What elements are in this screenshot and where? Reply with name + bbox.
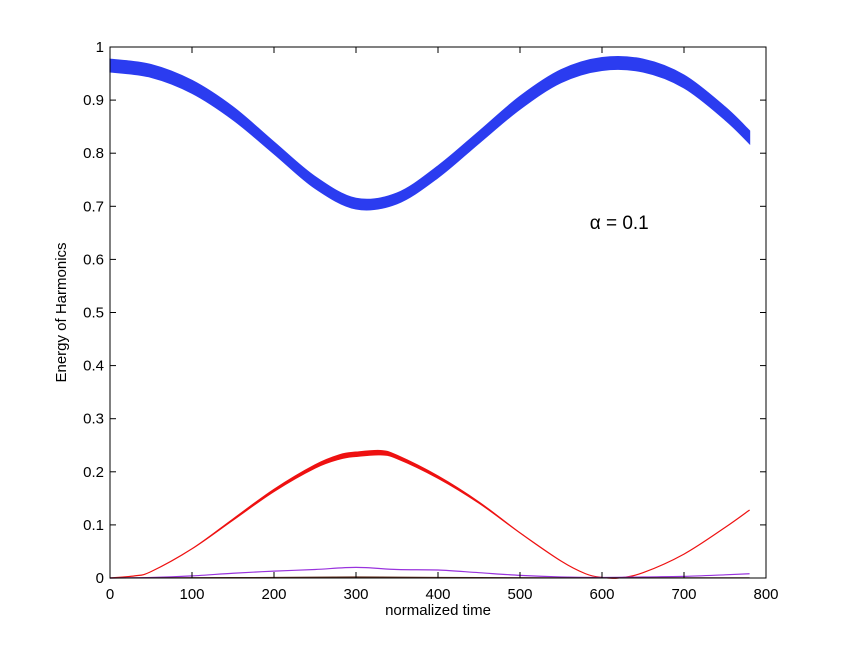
y-tick-label: 0.7 (83, 198, 104, 215)
series-2 (109, 449, 750, 579)
series-3 (109, 566, 750, 579)
x-tick-label: 100 (179, 586, 204, 603)
y-tick-label: 0.4 (83, 358, 104, 375)
y-tick-label: 1 (96, 39, 104, 56)
x-tick-label: 0 (106, 586, 114, 603)
series-2-band (109, 449, 750, 579)
x-axis-label: normalized time (385, 602, 491, 619)
x-tick-label: 600 (589, 586, 614, 603)
y-tick-label: 0.3 (83, 411, 104, 428)
series-1-band (109, 55, 751, 211)
y-tick-label: 0 (96, 570, 104, 587)
y-tick-label: 0.6 (83, 251, 104, 268)
x-tick-label: 500 (507, 586, 532, 603)
plot-frame (109, 46, 767, 579)
x-tick-label: 700 (671, 586, 696, 603)
x-tick-label: 400 (425, 586, 450, 603)
y-tick-label: 0.8 (83, 145, 104, 162)
x-tick-label: 300 (343, 586, 368, 603)
y-axis-label: Energy of Harmonics (53, 242, 70, 382)
y-tick-label: 0.1 (83, 517, 104, 534)
y-tick-label: 0.9 (83, 92, 104, 109)
y-tick-label: 0.2 (83, 464, 104, 481)
x-tick-label: 800 (753, 586, 778, 603)
x-tick-label: 200 (261, 586, 286, 603)
ticks-layer: 0 100 200 300 400 500 600 700 800 0 0.1 0.2 0.3 0.4 0.… (83, 39, 778, 603)
series-layer (109, 55, 751, 579)
series-3-line (109, 566, 750, 579)
y-tick-label: 0.5 (83, 305, 104, 322)
series-1 (109, 55, 751, 211)
alpha-annotation: α = 0.1 (590, 213, 649, 234)
